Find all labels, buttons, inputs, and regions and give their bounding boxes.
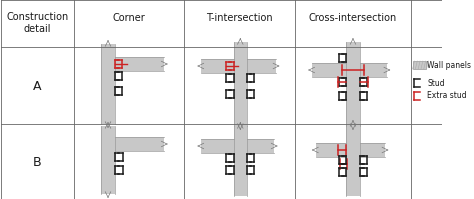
- Bar: [247, 59, 276, 73]
- Bar: [115, 57, 164, 71]
- Text: B: B: [33, 155, 42, 169]
- Bar: [312, 63, 346, 77]
- Bar: [201, 139, 234, 153]
- Bar: [346, 124, 359, 196]
- Text: T-intersection: T-intersection: [207, 13, 273, 23]
- Text: Wall panels: Wall panels: [428, 60, 472, 69]
- Bar: [101, 126, 115, 194]
- Text: Corner: Corner: [113, 13, 146, 23]
- Bar: [412, 61, 426, 69]
- Text: Stud: Stud: [428, 78, 445, 88]
- Bar: [359, 143, 385, 157]
- Text: Extra stud: Extra stud: [428, 92, 467, 100]
- Text: Cross-intersection: Cross-intersection: [309, 13, 397, 23]
- Bar: [359, 63, 386, 77]
- Bar: [247, 139, 274, 153]
- Bar: [234, 42, 247, 126]
- Bar: [316, 143, 346, 157]
- Bar: [234, 126, 247, 196]
- Bar: [101, 44, 115, 124]
- Bar: [346, 42, 359, 126]
- Text: Construction
detail: Construction detail: [6, 12, 68, 34]
- Bar: [201, 59, 234, 73]
- Text: A: A: [33, 79, 42, 93]
- Bar: [115, 137, 164, 151]
